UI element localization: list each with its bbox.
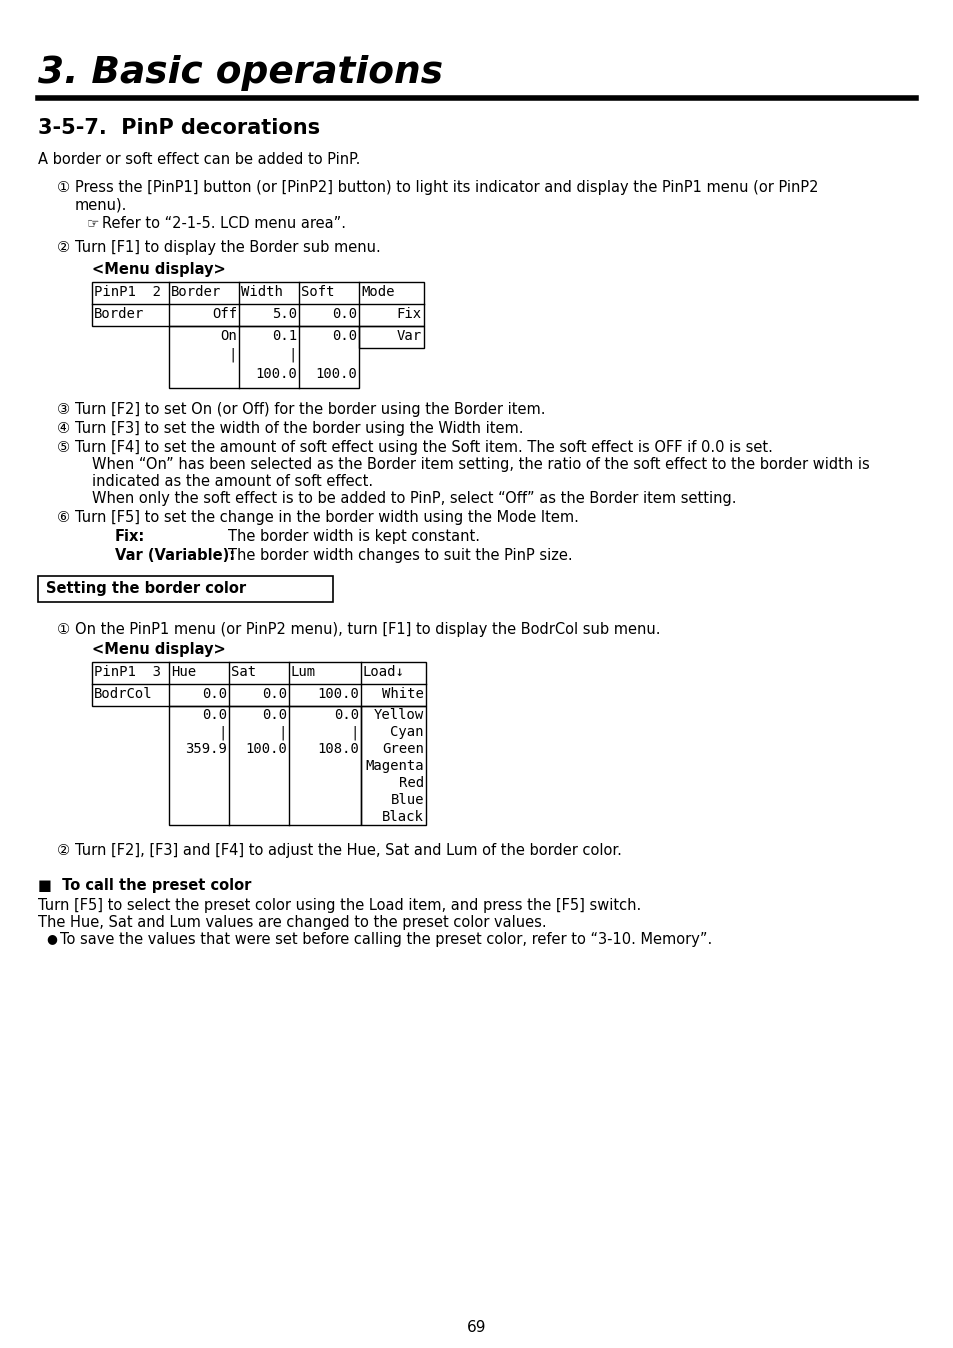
Text: Turn [F2], [F3] and [F4] to adjust the Hue, Sat and Lum of the border color.: Turn [F2], [F3] and [F4] to adjust the H…	[75, 842, 621, 857]
Text: When “On” has been selected as the Border item setting, the ratio of the soft ef: When “On” has been selected as the Borde…	[91, 457, 869, 472]
Text: Soft: Soft	[301, 284, 335, 299]
Text: 69: 69	[467, 1320, 486, 1335]
Text: PinP1  3: PinP1 3	[94, 665, 161, 679]
Text: 3. Basic operations: 3. Basic operations	[38, 55, 442, 92]
Text: <Menu display>: <Menu display>	[91, 262, 226, 276]
Bar	[360, 706, 426, 825]
Text: Turn [F3] to set the width of the border using the Width item.: Turn [F3] to set the width of the border…	[75, 421, 523, 435]
Text: Setting the border color: Setting the border color	[46, 581, 246, 596]
Text: When only the soft effect is to be added to PinP, select “Off” as the Border ite: When only the soft effect is to be added…	[91, 491, 736, 506]
Text: White: White	[382, 687, 423, 701]
Text: ■  To call the preset color: ■ To call the preset color	[38, 878, 251, 892]
Text: ③: ③	[57, 402, 71, 417]
Text: The border width is kept constant.: The border width is kept constant.	[228, 528, 479, 545]
Text: 0.0: 0.0	[262, 708, 287, 723]
Text: ⑤: ⑤	[57, 439, 71, 456]
Text: Load↓: Load↓	[363, 665, 404, 679]
Text: ①: ①	[57, 621, 71, 638]
Text: ⑥: ⑥	[57, 510, 71, 524]
Text: ②: ②	[57, 240, 71, 255]
Text: 108.0: 108.0	[316, 741, 358, 756]
Text: Off: Off	[212, 307, 236, 321]
Text: Fix:: Fix:	[115, 528, 145, 545]
Text: Width: Width	[241, 284, 283, 299]
Text: Turn [F1] to display the Border sub menu.: Turn [F1] to display the Border sub menu…	[75, 240, 380, 255]
Text: Border: Border	[94, 307, 144, 321]
Text: Red: Red	[398, 776, 423, 790]
Text: 0.0: 0.0	[332, 329, 356, 342]
Text: Var (Variable):: Var (Variable):	[115, 549, 234, 563]
Text: BodrCol: BodrCol	[94, 687, 152, 701]
Text: Turn [F5] to set the change in the border width using the Mode Item.: Turn [F5] to set the change in the borde…	[75, 510, 578, 524]
Text: Refer to “2-1-5. LCD menu area”.: Refer to “2-1-5. LCD menu area”.	[102, 216, 346, 231]
Text: ☞: ☞	[87, 216, 99, 231]
Text: ④: ④	[57, 421, 71, 435]
Bar	[91, 282, 423, 326]
Text: Hue: Hue	[171, 665, 196, 679]
Text: 0.1: 0.1	[272, 329, 296, 342]
Text: To save the values that were set before calling the preset color, refer to “3-10: To save the values that were set before …	[60, 931, 712, 948]
Bar	[358, 326, 423, 348]
Bar	[91, 662, 426, 706]
Text: Lum: Lum	[291, 665, 315, 679]
Text: Mode: Mode	[360, 284, 395, 299]
Text: 100.0: 100.0	[245, 741, 287, 756]
Text: |: |	[289, 348, 296, 363]
Bar	[38, 576, 333, 603]
Text: ②: ②	[57, 842, 71, 857]
Text: Blue: Blue	[390, 793, 423, 807]
Text: Magenta: Magenta	[365, 759, 423, 772]
Text: indicated as the amount of soft effect.: indicated as the amount of soft effect.	[91, 474, 373, 489]
Text: Green: Green	[382, 741, 423, 756]
Text: |: |	[278, 725, 287, 740]
Text: On the PinP1 menu (or PinP2 menu), turn [F1] to display the BodrCol sub menu.: On the PinP1 menu (or PinP2 menu), turn …	[75, 621, 659, 638]
Text: Sat: Sat	[231, 665, 255, 679]
Text: Var: Var	[396, 329, 421, 342]
Text: Press the [PinP1] button (or [PinP2] button) to light its indicator and display : Press the [PinP1] button (or [PinP2] but…	[75, 181, 818, 195]
Text: |: |	[229, 348, 236, 363]
Text: 5.0: 5.0	[272, 307, 296, 321]
Text: 0.0: 0.0	[262, 687, 287, 701]
Text: Cyan: Cyan	[390, 725, 423, 739]
Text: A border or soft effect can be added to PinP.: A border or soft effect can be added to …	[38, 152, 360, 167]
Text: ①: ①	[57, 181, 71, 195]
Text: 0.0: 0.0	[202, 708, 227, 723]
Text: Turn [F5] to select the preset color using the Load item, and press the [F5] swi: Turn [F5] to select the preset color usi…	[38, 898, 640, 913]
Text: Border: Border	[171, 284, 221, 299]
Text: menu).: menu).	[75, 197, 128, 212]
Text: Turn [F4] to set the amount of soft effect using the Soft item. The soft effect : Turn [F4] to set the amount of soft effe…	[75, 439, 772, 456]
Text: The border width changes to suit the PinP size.: The border width changes to suit the Pin…	[228, 549, 572, 563]
Bar	[169, 706, 360, 825]
Text: 0.0: 0.0	[332, 307, 356, 321]
Text: |: |	[218, 725, 227, 740]
Text: 3-5-7.  PinP decorations: 3-5-7. PinP decorations	[38, 119, 320, 137]
Text: 100.0: 100.0	[314, 367, 356, 381]
Text: ●: ●	[46, 931, 57, 945]
Text: Yellow: Yellow	[374, 708, 423, 723]
Text: Fix: Fix	[396, 307, 421, 321]
Text: 100.0: 100.0	[254, 367, 296, 381]
Text: PinP1  2: PinP1 2	[94, 284, 161, 299]
Text: Black: Black	[382, 810, 423, 824]
Text: 100.0: 100.0	[316, 687, 358, 701]
Text: Turn [F2] to set On (or Off) for the border using the Border item.: Turn [F2] to set On (or Off) for the bor…	[75, 402, 545, 417]
Text: On: On	[220, 329, 236, 342]
Text: <Menu display>: <Menu display>	[91, 642, 226, 656]
Text: The Hue, Sat and Lum values are changed to the preset color values.: The Hue, Sat and Lum values are changed …	[38, 915, 546, 930]
Bar	[169, 326, 358, 388]
Text: 0.0: 0.0	[334, 708, 358, 723]
Text: 0.0: 0.0	[202, 687, 227, 701]
Text: |: |	[351, 725, 358, 740]
Text: 359.9: 359.9	[185, 741, 227, 756]
